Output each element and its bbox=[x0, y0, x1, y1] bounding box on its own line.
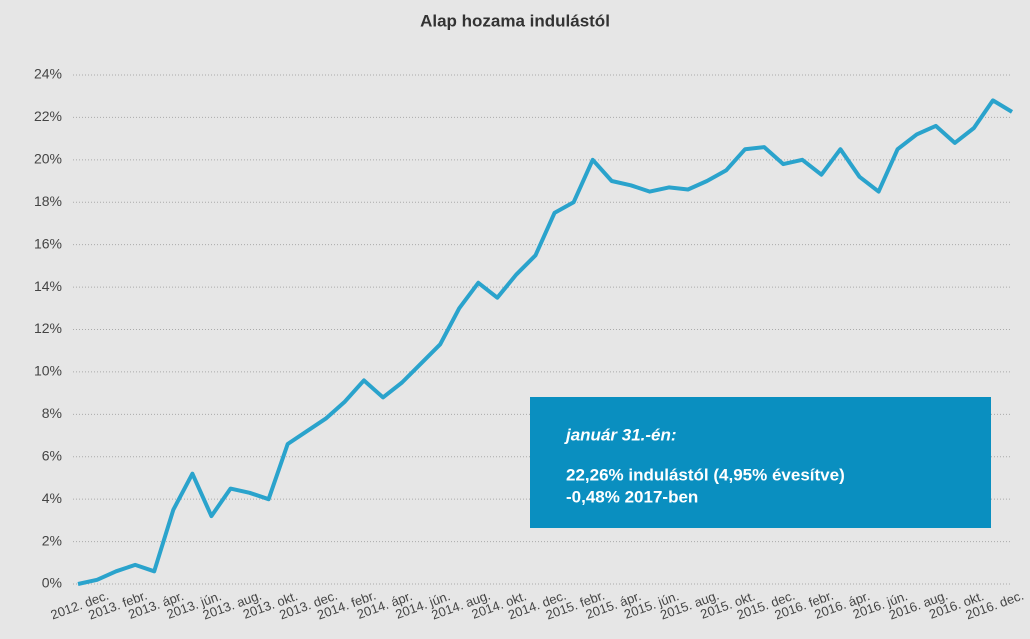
annotation-line: -0,48% 2017-ben bbox=[566, 487, 698, 506]
y-tick-label: 0% bbox=[42, 575, 62, 591]
annotation-heading: január 31.-én: bbox=[564, 425, 677, 444]
y-tick-label: 10% bbox=[34, 363, 62, 379]
y-tick-label: 12% bbox=[34, 320, 62, 336]
line bbox=[77, 98, 1014, 586]
annotation-box bbox=[530, 397, 991, 528]
y-tick-label: 18% bbox=[34, 193, 62, 209]
y-tick-label: 4% bbox=[42, 490, 62, 506]
y-tick-label: 24% bbox=[34, 66, 62, 82]
y-tick-label: 20% bbox=[34, 151, 62, 167]
annotation-line: 22,26% indulástól (4,95% évesítve) bbox=[566, 465, 845, 484]
y-tick-label: 14% bbox=[34, 278, 62, 294]
y-tick-label: 22% bbox=[34, 108, 62, 124]
y-tick-label: 8% bbox=[42, 405, 62, 421]
y-tick-label: 2% bbox=[42, 532, 62, 548]
y-tick-label: 6% bbox=[42, 447, 62, 463]
y-tick-label: 16% bbox=[34, 235, 62, 251]
chart-title: Alap hozama indulástól bbox=[420, 11, 610, 30]
